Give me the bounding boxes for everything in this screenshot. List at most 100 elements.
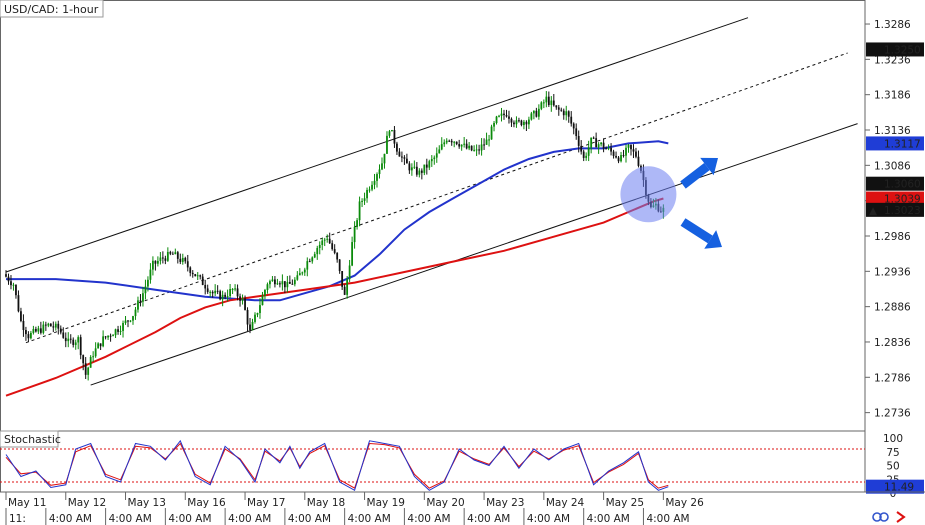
candle-body bbox=[433, 157, 436, 160]
breakout-annotation bbox=[620, 157, 722, 249]
arrow-head bbox=[704, 230, 722, 249]
candle-body bbox=[565, 111, 568, 116]
candle-body bbox=[259, 305, 261, 314]
candle bbox=[67, 332, 70, 348]
candle bbox=[92, 351, 95, 362]
candle bbox=[597, 142, 600, 154]
candle-body bbox=[189, 267, 192, 273]
candle bbox=[453, 141, 456, 148]
candle bbox=[351, 236, 354, 267]
candle-body bbox=[485, 139, 488, 145]
candle-body bbox=[518, 120, 520, 122]
price-flag-1-3117[interactable]: 1.3117 bbox=[866, 136, 924, 151]
candle-body bbox=[94, 348, 97, 357]
candle bbox=[234, 284, 236, 292]
candle bbox=[542, 99, 545, 109]
trend-channel bbox=[5, 17, 858, 386]
candle-body bbox=[602, 142, 605, 149]
candle bbox=[303, 267, 306, 276]
candlesticks bbox=[5, 91, 665, 381]
candle bbox=[199, 274, 202, 280]
candle bbox=[271, 276, 274, 282]
candle bbox=[286, 275, 289, 293]
candle-body bbox=[286, 281, 289, 288]
candle-body bbox=[152, 260, 154, 270]
candle bbox=[458, 139, 461, 149]
price-flag-marker-icon: ▲ bbox=[869, 205, 878, 217]
candle-body bbox=[313, 254, 316, 258]
candle-body bbox=[353, 226, 356, 243]
time-date-label: May 26 bbox=[665, 497, 704, 509]
candle bbox=[326, 234, 329, 243]
candle bbox=[79, 334, 82, 360]
candle-body bbox=[537, 108, 540, 117]
candle-body bbox=[490, 126, 493, 140]
candle-body bbox=[398, 151, 401, 157]
price-flag-1-3250[interactable]: 1.3250 bbox=[866, 42, 924, 57]
candle bbox=[475, 144, 478, 157]
candle-body bbox=[473, 149, 476, 151]
candle bbox=[413, 160, 416, 169]
price-flag-1-3023[interactable]: 1.3023 ▲ bbox=[866, 202, 924, 217]
candle-body bbox=[590, 137, 593, 148]
candle bbox=[445, 138, 448, 145]
candle bbox=[535, 107, 538, 118]
candle bbox=[433, 155, 436, 165]
candle bbox=[547, 91, 550, 107]
candle-body bbox=[393, 130, 396, 144]
candle-body bbox=[77, 337, 80, 343]
candle-body bbox=[386, 135, 388, 154]
candle bbox=[478, 144, 480, 155]
price-axis[interactable]: 1.32861.32361.31861.31361.30861.30361.29… bbox=[864, 0, 924, 492]
candle-body bbox=[196, 275, 199, 277]
price-tick-label: 1.2936 bbox=[874, 266, 911, 278]
candle-body bbox=[114, 329, 117, 336]
candle bbox=[498, 114, 500, 118]
candle-body bbox=[351, 242, 354, 266]
candle-body bbox=[532, 110, 535, 114]
candle bbox=[117, 325, 119, 335]
candle-body bbox=[62, 332, 65, 338]
candle bbox=[301, 271, 304, 276]
candle bbox=[532, 110, 535, 120]
candle bbox=[276, 278, 279, 285]
candle bbox=[396, 141, 398, 155]
candle-body bbox=[306, 261, 309, 270]
candle bbox=[415, 162, 418, 177]
candle bbox=[515, 116, 518, 128]
candle-body bbox=[147, 279, 149, 287]
candle-body bbox=[423, 164, 426, 173]
stochastic-flag[interactable]: 11.49 bbox=[866, 479, 924, 494]
candle bbox=[637, 150, 640, 168]
candle bbox=[528, 116, 530, 129]
candle bbox=[595, 132, 598, 148]
candle-body bbox=[303, 269, 306, 273]
candle-body bbox=[30, 332, 32, 339]
candle bbox=[401, 151, 403, 163]
price-flag-1-3039[interactable]: 1.3039 bbox=[866, 191, 924, 206]
link-icon[interactable] bbox=[872, 512, 889, 522]
stochastic-tick-label: 75 bbox=[886, 447, 899, 459]
candle-body bbox=[448, 140, 451, 142]
candle-body bbox=[493, 122, 495, 127]
candle bbox=[567, 110, 570, 123]
candle bbox=[261, 291, 264, 306]
candle bbox=[632, 144, 635, 159]
candle-body bbox=[413, 166, 416, 168]
arrow-head bbox=[700, 157, 718, 176]
time-hour-label: 4:00 AM bbox=[467, 513, 510, 525]
candle bbox=[376, 172, 378, 188]
time-hour-label: 4:00 AM bbox=[49, 513, 92, 525]
candle bbox=[398, 148, 401, 157]
scroll-right-icon[interactable] bbox=[896, 511, 906, 523]
candle bbox=[383, 153, 386, 169]
candle-body bbox=[206, 288, 209, 292]
candle bbox=[39, 321, 42, 335]
candle-body bbox=[22, 320, 25, 331]
stochastic-label-box bbox=[0, 430, 59, 448]
candle bbox=[393, 126, 396, 148]
price-flag-1-3060[interactable]: 1.3060 bbox=[866, 176, 924, 191]
candle-body bbox=[567, 111, 570, 117]
